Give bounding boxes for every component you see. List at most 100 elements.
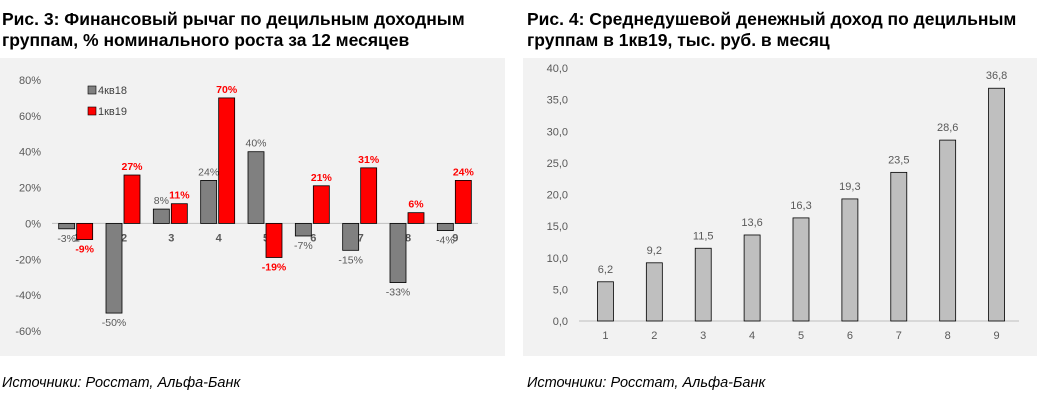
legend-label: 4кв18 [98, 85, 127, 97]
y-tick-label: 0% [25, 218, 41, 230]
figure-3-title-line2: группам, % номинального роста за 12 меся… [2, 30, 410, 50]
y-tick-label: 15,0 [547, 221, 568, 233]
y-tick-label: 10,0 [547, 253, 568, 265]
figure-4-title-line2: группам в 1кв19, тыс. руб. в месяц [527, 30, 830, 50]
figure-3-title: Рис. 3: Финансовый рычаг по децильным до… [2, 9, 503, 51]
bar [360, 167, 378, 224]
figure-3-title-line1: Рис. 3: Финансовый рычаг по децильным до… [2, 9, 465, 29]
data-label: -3% [57, 233, 76, 245]
data-label: 11,5 [693, 230, 714, 242]
y-tick-label: -40% [15, 290, 41, 302]
bar [988, 87, 1005, 322]
y-tick-label: 0,0 [553, 316, 568, 328]
x-tick-label: 8 [405, 232, 411, 244]
figure-4-panel: Рис. 4: Среднедушевой денежный доход по … [523, 0, 1037, 406]
y-tick-label: 5,0 [553, 284, 568, 296]
x-tick-label: 1 [602, 330, 608, 342]
bar [841, 198, 859, 322]
y-tick-label: 30,0 [547, 126, 568, 138]
x-tick-label: 9 [452, 232, 458, 244]
figure-3-panel: Рис. 3: Финансовый рычаг по децильным до… [0, 0, 505, 406]
figure-4-title-line1: Рис. 4: Среднедушевой денежный доход по … [527, 9, 1017, 29]
data-label: -9% [75, 244, 94, 256]
data-label: 70% [216, 84, 238, 96]
data-label: -19% [262, 261, 287, 273]
x-tick-label: 8 [945, 330, 951, 342]
bar [792, 217, 810, 322]
y-tick-label: 40% [19, 147, 41, 159]
data-label: 6% [408, 199, 424, 211]
bar [645, 262, 663, 322]
data-label: 11% [169, 190, 190, 202]
bar [436, 223, 454, 232]
y-tick-label: 60% [19, 111, 41, 123]
data-label: 24% [453, 166, 475, 178]
bar [342, 223, 360, 251]
y-tick-label: -20% [15, 254, 41, 266]
bar [170, 203, 188, 224]
bar [265, 223, 283, 258]
bar [939, 139, 957, 322]
bar [743, 234, 761, 322]
y-tick-label: 35,0 [547, 95, 568, 107]
bar [389, 223, 407, 283]
x-tick-label: 2 [651, 330, 657, 342]
x-tick-label: 6 [310, 232, 316, 244]
data-label: 21% [311, 172, 333, 184]
data-label: -15% [338, 254, 363, 266]
bar [294, 223, 312, 237]
data-label: -50% [102, 317, 127, 329]
x-tick-label: 7 [896, 330, 902, 342]
data-label: 16,3 [790, 200, 811, 212]
legend-swatch [87, 106, 97, 116]
data-label: -4% [436, 235, 455, 247]
x-tick-label: 4 [749, 330, 755, 342]
data-label: 8% [154, 195, 169, 207]
y-tick-label: 80% [19, 75, 41, 87]
y-tick-label: 20% [19, 183, 41, 195]
figure-3-chart-area: 80%60%40%20%0%-20%-40%-60%1-3%-9%2-50%27… [0, 58, 505, 356]
bar [76, 223, 94, 240]
figure-4-chart: 40,035,030,025,020,015,010,05,00,06,219,… [547, 63, 1019, 342]
y-tick-label: 20,0 [547, 190, 568, 202]
data-label: 28,6 [937, 122, 958, 134]
figure-4-chart-area: 40,0 35,0 30,0 25,0 20,0 15,0 10,0 5,0 0,0 6,2 1 9,… [523, 58, 1037, 356]
data-label: -33% [386, 287, 411, 299]
x-tick-label: 3 [700, 330, 706, 342]
data-label: -7% [294, 240, 313, 252]
x-tick-label: 7 [358, 232, 364, 244]
data-label: 19,3 [839, 181, 860, 193]
data-label: 23,5 [888, 154, 909, 166]
figure-4-title: Рис. 4: Среднедушевой денежный доход по … [527, 9, 1035, 51]
data-label: 36,8 [986, 70, 1007, 82]
bar [105, 223, 123, 314]
data-label: 24% [198, 166, 219, 178]
data-label: 6,2 [598, 264, 613, 276]
figure-4-source: Источники: Росстат, Альфа-Банк [527, 375, 766, 391]
bar [58, 223, 76, 230]
bar [407, 212, 425, 224]
bar [152, 208, 170, 224]
x-tick-label: 5 [798, 330, 804, 342]
x-tick-label: 4 [216, 232, 223, 244]
bar [694, 247, 712, 322]
bar [247, 151, 265, 224]
x-tick-label: 9 [993, 330, 999, 342]
figure-3-chart: 80%60%40%20%0%-20%-40%-60%1-3%-9%2-50%27… [15, 75, 478, 338]
data-label: 9,2 [647, 245, 662, 257]
bar [200, 180, 218, 224]
data-label: 31% [358, 154, 380, 166]
bar [218, 97, 236, 224]
bar [123, 174, 141, 224]
bar [597, 281, 614, 322]
bar [454, 180, 472, 224]
data-label: 13,6 [741, 217, 762, 229]
data-label: 40% [245, 138, 266, 150]
legend-swatch [87, 85, 97, 95]
figure-3-source: Источники: Росстат, Альфа-Банк [2, 375, 241, 391]
y-tick-label: 40,0 [547, 63, 568, 75]
bar [312, 185, 330, 224]
x-tick-label: 2 [121, 232, 127, 244]
y-tick-label: -60% [15, 326, 41, 338]
y-tick-label: 25,0 [547, 158, 568, 170]
